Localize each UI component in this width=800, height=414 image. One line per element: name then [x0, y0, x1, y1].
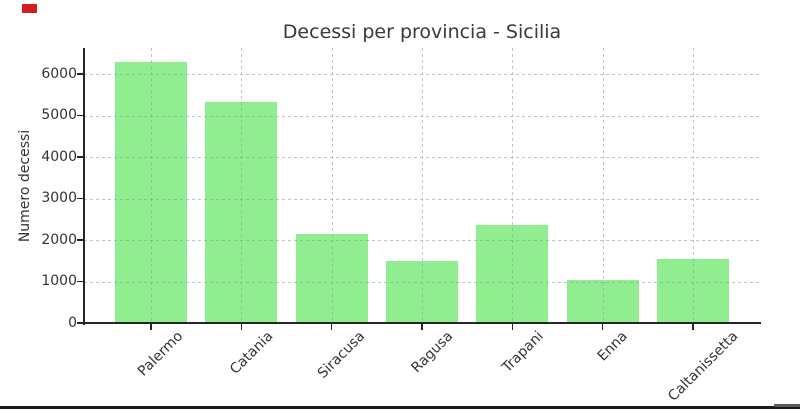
x-tick-mark [601, 324, 604, 330]
y-tick-mark [77, 156, 83, 158]
y-tick-mark [77, 239, 83, 241]
y-tick-label: 3000 [41, 190, 77, 207]
x-tick-mark [511, 324, 514, 330]
y-axis-label: Numero decessi [17, 129, 33, 243]
y-tick-mark [77, 197, 83, 200]
x-tick-label: Ragusa [408, 328, 456, 377]
x-tick-label: Enna [595, 328, 632, 365]
y-tick-mark [77, 322, 83, 324]
x-tick-mark [692, 324, 694, 330]
y-tick-mark [77, 280, 83, 283]
red-marker [22, 4, 37, 13]
y-tick-mark [77, 114, 83, 117]
y-tick-mark [77, 73, 83, 75]
x-tick-label: Palermo [135, 328, 187, 380]
y-tick-label: 5000 [41, 107, 77, 124]
y-tick-label: 4000 [41, 148, 77, 165]
chart-title: Decessi per provincia - Sicilia [282, 21, 562, 43]
y-tick-label: 0 [68, 314, 77, 331]
gridline-vertical [693, 48, 695, 323]
x-tick-label: Siracusa [314, 328, 369, 382]
bottom-border-line [0, 406, 800, 409]
y-tick-label: 1000 [41, 273, 77, 290]
gridline-vertical [150, 48, 152, 323]
gridline-vertical [241, 48, 243, 323]
x-tick-label: Catania [226, 328, 277, 378]
x-tick-mark [240, 324, 242, 330]
x-axis-spine [82, 322, 761, 324]
y-axis-spine [82, 48, 85, 325]
gridline-vertical [331, 48, 333, 323]
x-tick-mark [330, 324, 333, 330]
x-tick-label: Caltanissetta [665, 328, 742, 405]
gridline-vertical [602, 48, 604, 323]
y-tick-label: 6000 [41, 65, 77, 82]
gridline-vertical [512, 48, 514, 323]
x-tick-mark [150, 324, 152, 330]
horizontal-scrollbar-thumb[interactable] [774, 403, 800, 407]
x-tick-mark [421, 324, 423, 330]
y-tick-label: 2000 [41, 231, 77, 248]
gridline-vertical [422, 48, 423, 323]
x-tick-label: Trapani [498, 328, 547, 376]
